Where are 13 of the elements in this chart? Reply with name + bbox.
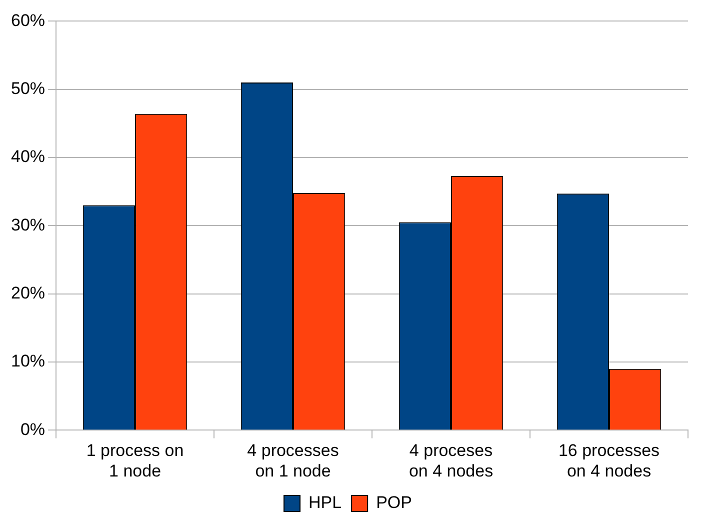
legend-label: HPL (308, 493, 342, 512)
y-tick-label: 40% (10, 147, 46, 166)
y-tick-label: 0% (20, 420, 46, 439)
y-tick-label: 30% (10, 215, 46, 234)
legend-label: POP (376, 493, 412, 512)
y-tick-label: 50% (10, 79, 46, 98)
y-tick-label: 10% (10, 352, 46, 371)
y-tick-label: 20% (10, 284, 46, 303)
x-tick-label: 4 processes on 1 node (247, 441, 339, 480)
x-tick-label: 16 processes on 4 nodes (558, 441, 660, 480)
x-tick-label: 4 proceses on 4 nodes (408, 441, 494, 480)
x-tick-label: 1 process on 1 node (86, 441, 184, 480)
y-tick-label: 60% (10, 10, 46, 30)
